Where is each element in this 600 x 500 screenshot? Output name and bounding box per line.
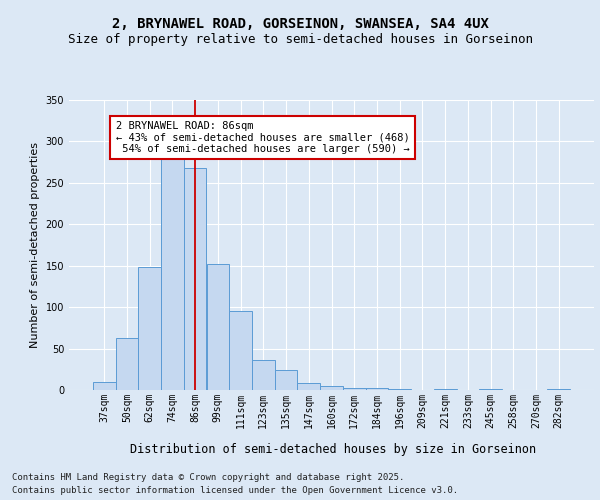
Bar: [479, 389, 502, 390]
Text: Distribution of semi-detached houses by size in Gorseinon: Distribution of semi-detached houses by …: [130, 442, 536, 456]
Bar: [275, 370, 298, 390]
Text: Size of property relative to semi-detached houses in Gorseinon: Size of property relative to semi-detach…: [67, 32, 533, 46]
Bar: [388, 389, 411, 390]
Bar: [139, 268, 161, 390]
Text: Contains HM Land Registry data © Crown copyright and database right 2025.: Contains HM Land Registry data © Crown c…: [12, 472, 404, 482]
Text: 2, BRYNAWEL ROAD, GORSEINON, SWANSEA, SA4 4UX: 2, BRYNAWEL ROAD, GORSEINON, SWANSEA, SA…: [112, 18, 488, 32]
Bar: [365, 388, 388, 390]
Bar: [93, 382, 116, 390]
Bar: [184, 168, 206, 390]
Bar: [206, 264, 229, 390]
Bar: [229, 312, 252, 390]
Bar: [434, 389, 457, 390]
Bar: [116, 338, 139, 390]
Bar: [320, 386, 343, 390]
Bar: [547, 389, 570, 390]
Bar: [343, 388, 365, 390]
Text: Contains public sector information licensed under the Open Government Licence v3: Contains public sector information licen…: [12, 486, 458, 495]
Y-axis label: Number of semi-detached properties: Number of semi-detached properties: [30, 142, 40, 348]
Text: 2 BRYNAWEL ROAD: 86sqm
← 43% of semi-detached houses are smaller (468)
 54% of s: 2 BRYNAWEL ROAD: 86sqm ← 43% of semi-det…: [116, 120, 409, 154]
Bar: [161, 158, 184, 390]
Bar: [298, 384, 320, 390]
Bar: [252, 360, 275, 390]
